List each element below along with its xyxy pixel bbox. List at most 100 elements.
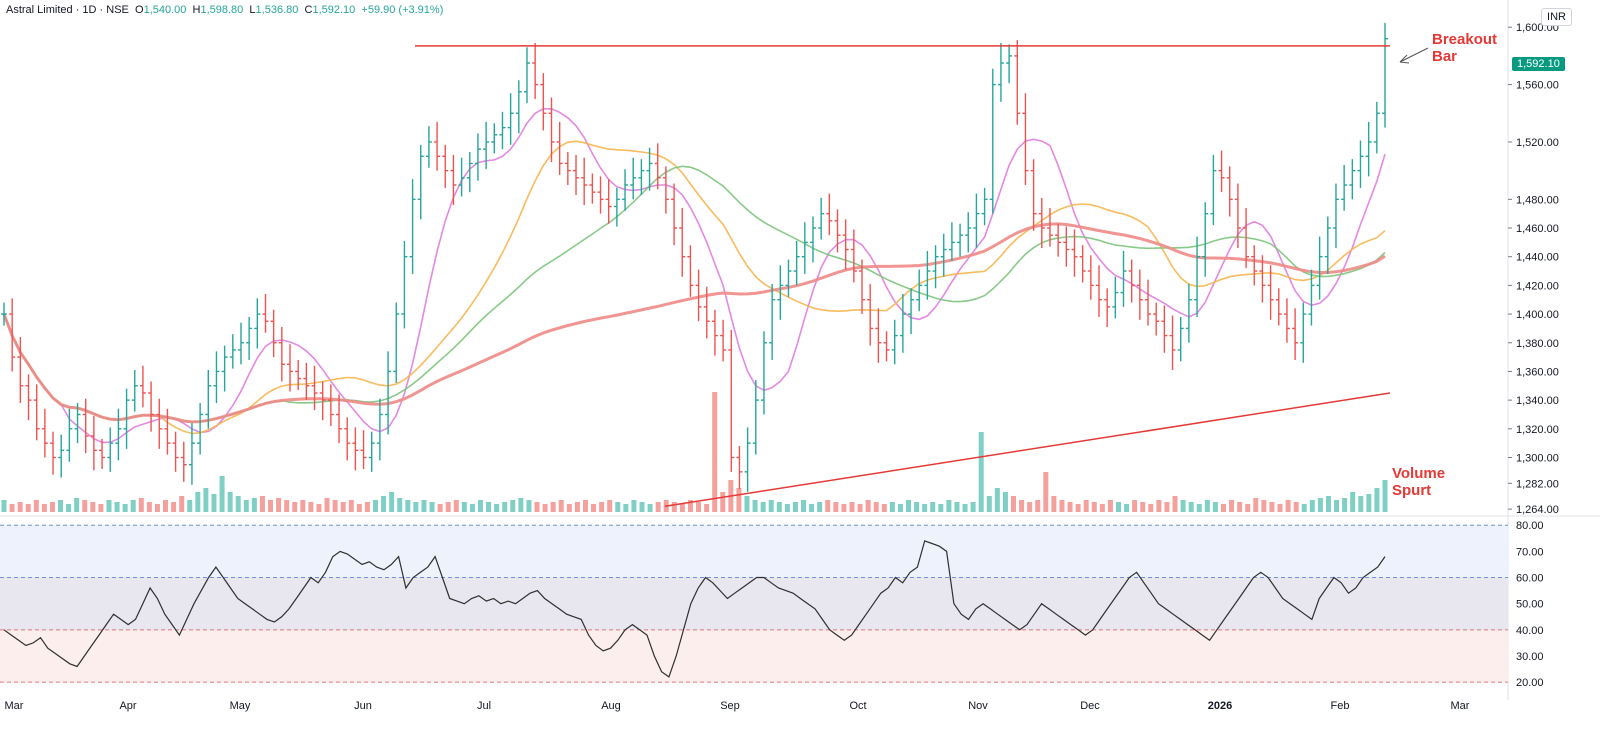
volume-bar — [776, 502, 782, 512]
low-label: L — [249, 4, 256, 16]
volume-bar — [195, 492, 201, 512]
volume-bar — [203, 488, 209, 512]
volume-bar — [1285, 500, 1291, 512]
volume-bar — [534, 502, 540, 512]
time-tick-label: Apr — [119, 700, 136, 712]
volume-bar — [1027, 502, 1033, 512]
volume-bar — [1156, 500, 1162, 512]
time-tick-label: Jun — [354, 700, 372, 712]
volume-bar — [389, 492, 395, 512]
volume-bar — [1019, 500, 1025, 512]
volume-bar — [276, 498, 282, 512]
volume-bar — [744, 496, 750, 512]
price-tick-label: 1,520.00 — [1516, 137, 1559, 149]
volume-bar — [17, 502, 23, 512]
volume-bar — [1196, 504, 1202, 512]
volume-bar — [679, 504, 685, 512]
volume-bar — [849, 502, 855, 512]
volume-bar — [1220, 504, 1226, 512]
rsi-tick-label: 80.00 — [1516, 520, 1544, 532]
volume-bar — [897, 504, 903, 512]
volume-bar — [356, 504, 362, 512]
volume-bar — [1212, 502, 1218, 512]
volume-bar — [574, 502, 580, 512]
rsi-upper-band — [0, 525, 1508, 578]
volume-bar — [1277, 504, 1283, 512]
volume-bar — [857, 504, 863, 512]
time-axis: Mar Apr May Jun Jul Aug Sep Oct Nov Dec 2026 Feb Mar — [5, 700, 1470, 712]
volume-bar — [9, 504, 15, 512]
volume-bar — [397, 498, 403, 512]
volume-bar — [1204, 500, 1210, 512]
volume-bar — [1317, 498, 1323, 512]
volume-bar — [106, 500, 112, 512]
volume-bar — [502, 502, 508, 512]
time-tick-label: Sep — [720, 700, 740, 712]
volume-bar — [300, 500, 306, 512]
moving-average-lines — [2, 108, 1386, 444]
support-trendline — [664, 392, 1391, 508]
price-tick-label: 1,300.00 — [1516, 452, 1559, 464]
volume-bar — [268, 500, 274, 512]
volume-bar — [542, 504, 548, 512]
volume-bar — [259, 496, 265, 512]
volume-bar — [881, 504, 887, 512]
volume-bar — [163, 500, 169, 512]
volume-bar — [114, 502, 120, 512]
volume-bar — [154, 504, 160, 512]
volume-bar — [978, 432, 984, 512]
volume-bar — [671, 502, 677, 512]
volume-bar — [1115, 502, 1121, 512]
price-tick-label: 1,420.00 — [1516, 280, 1559, 292]
volume-bar — [25, 504, 31, 512]
volume-bar — [801, 500, 807, 512]
time-tick-label: Jul — [477, 700, 491, 712]
volume-bar — [437, 504, 443, 512]
volume-bar — [647, 504, 653, 512]
breakout-arrow — [1399, 47, 1429, 63]
volume-bar — [1132, 500, 1138, 512]
rsi-tick-label: 30.00 — [1516, 651, 1544, 663]
volume-bar — [227, 492, 233, 512]
volume-bar — [292, 502, 298, 512]
volume-bar — [736, 488, 742, 512]
volume-bar — [187, 500, 193, 512]
volume-bar — [760, 502, 766, 512]
rsi-lower-band — [0, 629, 1508, 683]
volume-bar — [445, 502, 451, 512]
price-tick-label: 1,340.00 — [1516, 395, 1559, 407]
volume-bar — [1382, 480, 1388, 512]
volume-bar — [421, 500, 427, 512]
volume-bar — [687, 500, 693, 512]
price-tick-label: 1,320.00 — [1516, 424, 1559, 436]
volume-bar — [550, 502, 556, 512]
rsi-tick-label: 40.00 — [1516, 625, 1544, 637]
volume-bar — [372, 500, 378, 512]
ma-long-line — [2, 222, 1386, 424]
time-tick-label: Mar — [1451, 700, 1470, 712]
volume-bar — [381, 496, 387, 512]
volume-bar — [631, 500, 637, 512]
volume-bar — [1124, 504, 1130, 512]
volume-bar — [33, 500, 39, 512]
symbol-name: Astral Limited · 1D · NSE — [6, 4, 129, 16]
volume-bar — [607, 500, 613, 512]
volume-bar — [970, 502, 976, 512]
currency-button[interactable]: INR — [1541, 8, 1572, 26]
time-tick-label: Feb — [1331, 700, 1350, 712]
volume-bar — [74, 498, 80, 512]
symbol-legend: Astral Limited · 1D · NSE O1,540.00 H1,5… — [6, 4, 443, 16]
volume-bar — [1245, 504, 1251, 512]
volume-bar — [219, 476, 225, 512]
volume-bar — [1293, 502, 1299, 512]
volume-bar — [324, 498, 330, 512]
volume-bar — [1107, 500, 1113, 512]
volume-bar — [809, 504, 815, 512]
volume-bar — [90, 502, 96, 512]
volume-bar — [58, 500, 64, 512]
volume-bar — [211, 494, 217, 512]
time-tick-label: Dec — [1080, 700, 1100, 712]
volume-bar — [49, 502, 55, 512]
volume-bar — [615, 502, 621, 512]
